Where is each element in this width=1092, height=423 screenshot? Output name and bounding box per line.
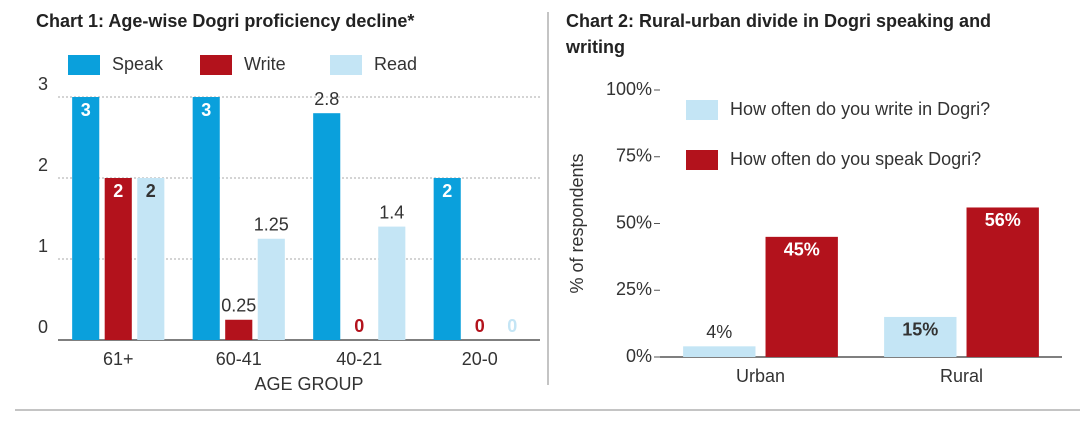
x-tick-label: 60-41: [216, 349, 262, 369]
legend-label: How often do you speak Dogri?: [730, 149, 981, 169]
value-label: 0: [354, 316, 364, 336]
y-tick-label: 100%: [606, 79, 652, 99]
value-label: 0: [475, 316, 485, 336]
bar: [137, 178, 165, 340]
value-label: 1.4: [379, 202, 404, 222]
bar: [257, 238, 285, 340]
value-label: 2: [442, 181, 452, 201]
value-label: 0: [507, 316, 517, 336]
y-axis-label: % of respondents: [567, 153, 587, 293]
y-tick-label: 0: [38, 317, 48, 337]
legend-swatch: [686, 150, 718, 170]
legend-swatch: [200, 55, 232, 75]
bar: [433, 178, 461, 340]
bar: [884, 316, 957, 357]
y-tick-label: 0%: [626, 346, 652, 366]
value-label: 2: [113, 181, 123, 201]
legend-swatch: [68, 55, 100, 75]
bar: [104, 178, 132, 340]
bar: [378, 226, 406, 340]
legend-swatch: [330, 55, 362, 75]
value-label: 45%: [784, 240, 820, 260]
x-axis-label: AGE GROUP: [254, 374, 363, 394]
value-label: 3: [201, 100, 211, 120]
chart-title: Chart 1: Age-wise Dogri proficiency decl…: [36, 11, 415, 31]
bar: [683, 346, 756, 357]
value-label: 2: [146, 181, 156, 201]
value-label: 1.25: [254, 215, 289, 235]
y-tick-label: 1: [38, 236, 48, 256]
x-tick-label: 40-21: [336, 349, 382, 369]
x-tick-label: 20-0: [462, 349, 498, 369]
legend-label: Speak: [112, 54, 164, 74]
legend-label: Read: [374, 54, 417, 74]
legend-label: How often do you write in Dogri?: [730, 99, 990, 119]
y-tick-label: 25%: [616, 279, 652, 299]
bar: [313, 113, 341, 340]
bar: [966, 207, 1039, 357]
x-tick-label: Urban: [736, 366, 785, 386]
x-tick-label: 61+: [103, 349, 134, 369]
y-tick-label: 50%: [616, 212, 652, 232]
y-tick-label: 3: [38, 74, 48, 94]
y-tick-label: 75%: [616, 146, 652, 166]
value-label: 4%: [706, 322, 732, 342]
chart-title: Chart 2: Rural-urban divide in Dogri spe…: [566, 11, 992, 57]
value-label: 0.25: [221, 296, 256, 316]
bar: [72, 97, 100, 340]
x-tick-label: Rural: [940, 366, 983, 386]
bar: [192, 97, 220, 340]
legend-label: Write: [244, 54, 286, 74]
value-label: 15%: [902, 320, 938, 340]
value-label: 56%: [985, 210, 1021, 230]
legend-swatch: [686, 100, 718, 120]
value-label: 3: [81, 100, 91, 120]
bar: [765, 236, 838, 357]
bar: [225, 319, 253, 340]
value-label: 2.8: [314, 89, 339, 109]
y-tick-label: 2: [38, 155, 48, 175]
